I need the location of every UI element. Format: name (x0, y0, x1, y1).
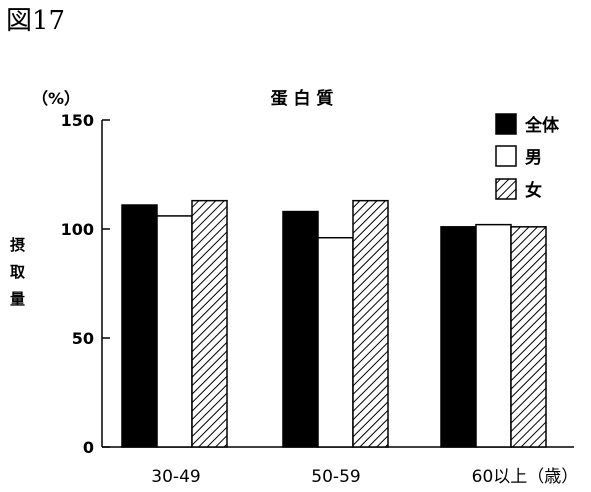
legend-swatch (495, 178, 517, 200)
x-category-label: 30-49 (151, 467, 200, 487)
y-axis-label: 摂取量 (10, 236, 26, 308)
bar-total (282, 210, 319, 448)
bar-female (510, 226, 547, 448)
legend-label: 男 (525, 148, 542, 168)
x-category-label: 50-59 (311, 467, 360, 487)
bar-female (352, 199, 389, 448)
y-tick-label: 100 (61, 220, 94, 239)
bar-male (156, 215, 193, 448)
y-axis-label-char: 量 (10, 290, 25, 308)
bar-male (475, 223, 512, 448)
y-tick-label: 50 (72, 329, 94, 348)
figure-label: 図17 (6, 6, 65, 36)
y-unit-label: （%） (32, 89, 80, 108)
legend-swatch (495, 113, 517, 135)
bar-total (121, 204, 158, 448)
x-labels: 30-49 50-59 60以上（歳） (151, 467, 578, 487)
x-category-label: 60以上（歳） (472, 467, 579, 487)
bar-total (440, 226, 477, 448)
y-axis-label-char: 取 (10, 263, 26, 281)
y-tick-label: 0 (83, 438, 94, 457)
bar-male (317, 236, 354, 448)
y-ticks: 0 50 100 150 (61, 111, 110, 457)
y-tick-label: 150 (61, 111, 94, 130)
legend-label: 全体 (524, 115, 560, 136)
bar-female (191, 199, 228, 448)
chart-title: 蛋 白 質 (271, 88, 334, 109)
legend-label: 女 (525, 180, 542, 201)
legend-swatch (495, 145, 517, 167)
bars (121, 199, 547, 448)
y-axis-label-char: 摂 (10, 236, 25, 254)
